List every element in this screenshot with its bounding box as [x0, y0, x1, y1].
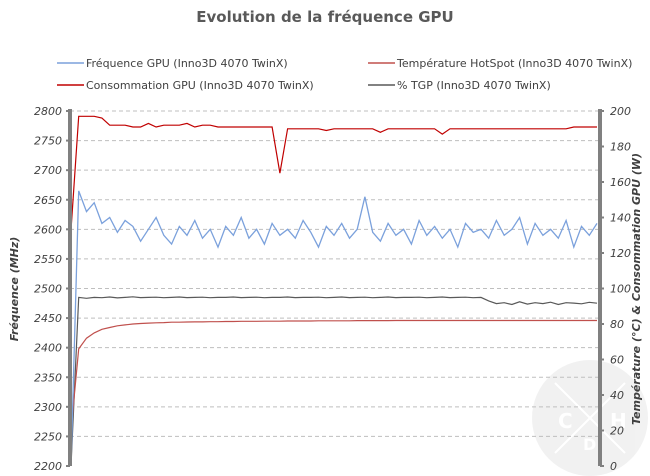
series-line-0 — [70, 190, 598, 467]
y-tick-label: 2400 — [34, 342, 62, 355]
y2-tick-label: 20 — [610, 425, 624, 438]
y2-tick-label: 40 — [610, 389, 624, 402]
y2-tick-label: 200 — [610, 105, 631, 118]
y2-tick-label: 60 — [610, 354, 624, 367]
y-tick-label: 2550 — [34, 253, 62, 266]
legend: Fréquence GPU (Inno3D 4070 TwinX) Tempéra… — [57, 57, 632, 92]
y2-tick-label: 0 — [610, 460, 617, 473]
chart-title: Evolution de la fréquence GPU — [196, 8, 453, 26]
y-tick-label: 2200 — [34, 460, 62, 473]
svg-text:D: D — [583, 435, 596, 454]
y-tick-label: 2700 — [34, 164, 62, 177]
y-tick-label: 2600 — [34, 223, 62, 236]
legend-label: Température HotSpot (Inno3D 4070 TwinX) — [396, 57, 632, 70]
y-tick-label: 2750 — [34, 135, 62, 148]
legend-label: Consommation GPU (Inno3D 4070 TwinX) — [86, 79, 314, 92]
gridlines — [70, 110, 600, 437]
y2-axis-label: Température (°C) & Consommation GPU (W) — [630, 153, 643, 425]
y2-tick-label: 100 — [610, 283, 631, 296]
svg-text:C: C — [558, 409, 573, 433]
y-tick-label: 2300 — [34, 401, 62, 414]
y2-tick-label: 140 — [610, 212, 631, 225]
y2-tick-label: 180 — [610, 141, 631, 154]
legend-label: Fréquence GPU (Inno3D 4070 TwinX) — [86, 57, 288, 70]
y2-tick-label: 80 — [610, 318, 624, 331]
axes: 2200 2250 2300 2350 2400 2450 2500 2550 2600 2650… — [34, 105, 631, 473]
series-line-2 — [70, 115, 597, 230]
watermark-logo: C H D — [532, 360, 648, 476]
series-line-1 — [70, 319, 597, 431]
y-tick-label: 2800 — [34, 105, 62, 118]
y-tick-label: 2650 — [34, 194, 62, 207]
y-tick-label: 2250 — [34, 430, 62, 443]
y-tick-label: 2500 — [34, 283, 62, 296]
y2-tick-label: 120 — [610, 247, 631, 260]
series-line-3 — [70, 296, 598, 467]
y-tick-label: 2450 — [34, 312, 62, 325]
y-axis-label: Fréquence (MHz) — [8, 237, 21, 342]
y-tick-label: 2350 — [34, 371, 62, 384]
svg-text:H: H — [610, 409, 627, 433]
y2-tick-label: 160 — [610, 176, 631, 189]
series-group — [70, 115, 598, 467]
legend-label: % TGP (Inno3D 4070 TwinX) — [397, 79, 551, 92]
